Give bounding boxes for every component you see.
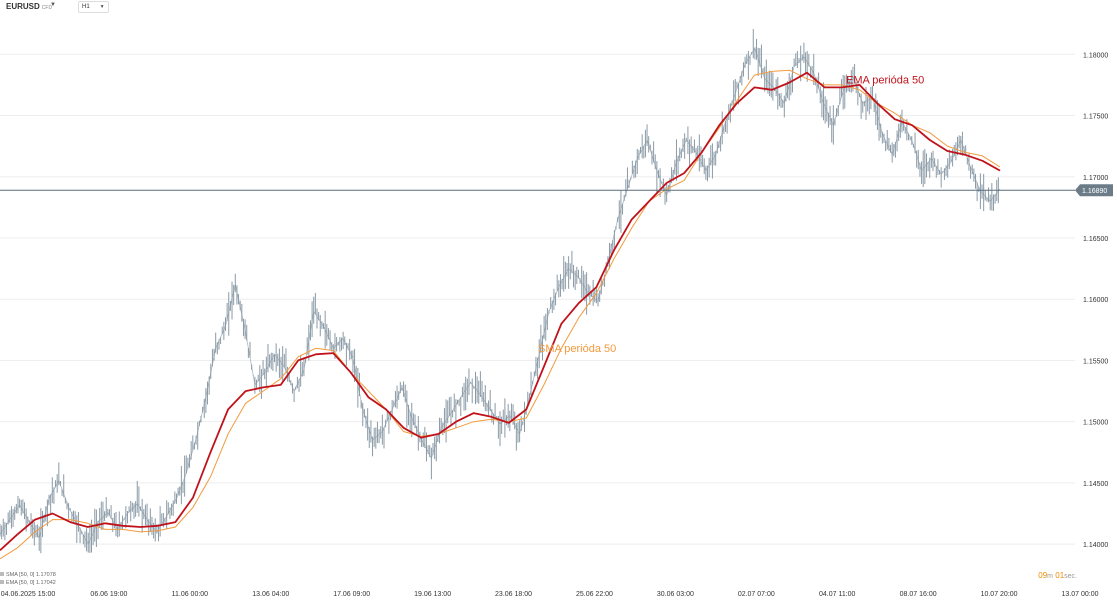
- x-tick-label: 10.07 20:00: [981, 591, 1018, 598]
- x-tick-label: 02.07 07:00: [738, 591, 775, 598]
- symbol-name: EURUSD: [6, 2, 40, 11]
- legend-ema[interactable]: EMA [50, 0] 1.17042: [0, 579, 56, 587]
- chevron-down-icon[interactable]: ▼: [50, 2, 56, 8]
- ema-annotation: EMA perióda 50: [846, 75, 924, 87]
- x-tick-label: 06.06 19:00: [90, 591, 127, 598]
- x-tick-label: 13.06 04:00: [252, 591, 289, 598]
- ema-line: [0, 71, 1001, 551]
- current-price-tag: [1075, 184, 1113, 197]
- symbol-type: CFD: [41, 5, 53, 11]
- timer-minutes: 09: [1038, 571, 1048, 580]
- timer-seconds: 01: [1055, 571, 1065, 580]
- chevron-down-icon: ▼: [99, 4, 105, 10]
- x-tick-label: 04.06.2025 15:00: [1, 591, 56, 598]
- sma-annotation: SMA perióda 50: [538, 343, 616, 355]
- price-series: [0, 29, 1001, 554]
- x-tick-label: 04.07 11:00: [819, 591, 856, 598]
- y-tick-label: 1.17500: [1083, 114, 1108, 121]
- symbol-selector[interactable]: EURUSD CFD: [6, 2, 52, 11]
- x-tick-label: 19.06 13:00: [414, 591, 451, 598]
- x-tick-label: 08.07 16:00: [900, 591, 937, 598]
- legend-sma-label: SMA [50, 0] 1.17078: [6, 572, 56, 578]
- y-tick-label: 1.15500: [1083, 358, 1108, 365]
- y-tick-label: 1.16000: [1083, 297, 1108, 304]
- x-tick-label: 23.06 18:00: [495, 591, 532, 598]
- x-tick-label: 11.06 00:00: [172, 591, 209, 598]
- x-tick-label: 17.06 09:00: [333, 591, 370, 598]
- y-tick-label: 1.17000: [1083, 175, 1108, 182]
- price-line: [0, 47, 1001, 546]
- sma-line: [0, 69, 1001, 560]
- x-tick-label: 30.06 03:00: [657, 591, 694, 598]
- y-tick-label: 1.15000: [1083, 420, 1108, 427]
- y-tick-label: 1.14000: [1083, 542, 1108, 549]
- legend-sma[interactable]: SMA [50, 0] 1.17078: [0, 571, 56, 579]
- timeframe-label: H1: [82, 4, 90, 10]
- current-price-label: 1.16890: [1082, 188, 1107, 195]
- candle-countdown: 09m 01sec.: [1038, 571, 1077, 580]
- y-tick-label: 1.14500: [1083, 481, 1108, 488]
- timeframe-selector[interactable]: H1 ▼: [78, 1, 109, 13]
- timer-minutes-unit: m: [1047, 573, 1054, 580]
- indicator-icon: [0, 572, 4, 576]
- timer-seconds-unit: sec.: [1064, 573, 1077, 580]
- chart-toolbar: EURUSD CFD ▼ H1 ▼: [0, 0, 200, 14]
- indicator-icon: [0, 580, 4, 584]
- y-tick-label: 1.18000: [1083, 52, 1108, 59]
- indicator-legend: SMA [50, 0] 1.17078 EMA [50, 0] 1.17042: [0, 571, 56, 587]
- x-tick-label: 13.07 00:00: [1062, 591, 1099, 598]
- legend-ema-label: EMA [50, 0] 1.17042: [6, 580, 56, 586]
- x-tick-label: 25.06 22:00: [576, 591, 613, 598]
- y-tick-label: 1.16500: [1083, 236, 1108, 243]
